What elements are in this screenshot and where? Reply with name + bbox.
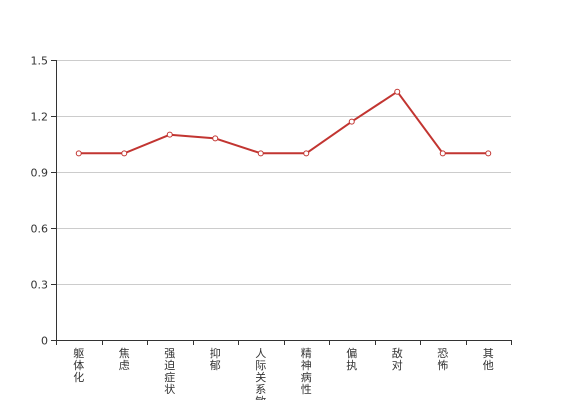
grid-lines bbox=[56, 60, 511, 285]
y-tick-label: 1.2 bbox=[31, 111, 49, 124]
x-tick-label: 人际关系敏感 bbox=[255, 347, 266, 400]
y-tick-labels: 0 0.3 0.6 0.9 1.2 1.5 bbox=[31, 55, 49, 348]
data-point-0[interactable] bbox=[75, 150, 82, 157]
data-point-8[interactable] bbox=[439, 150, 446, 157]
data-point-9[interactable] bbox=[485, 150, 492, 157]
y-tick-label: 0 bbox=[41, 335, 48, 348]
y-tick-label: 0.6 bbox=[31, 223, 49, 236]
x-tick-label: 强迫症状 bbox=[164, 347, 175, 396]
data-point-4[interactable] bbox=[257, 150, 264, 157]
data-point-5[interactable] bbox=[303, 150, 310, 157]
data-point-3[interactable] bbox=[212, 135, 219, 142]
x-tick-label: 焦虑 bbox=[119, 347, 130, 372]
data-point-2[interactable] bbox=[166, 131, 173, 138]
data-point-1[interactable] bbox=[121, 150, 128, 157]
series-line bbox=[78, 90, 489, 155]
axes bbox=[51, 60, 512, 345]
x-tick-label: 其他 bbox=[483, 347, 494, 372]
y-tick-label: 0.9 bbox=[31, 167, 49, 180]
x-tick-label: 偏执 bbox=[346, 346, 357, 372]
x-tick-labels: 躯体化 焦虑 强迫症状 抑郁 人际关系敏感 精神病性 偏执 敌对 恐怖 其他 bbox=[73, 346, 494, 400]
x-tick-label: 恐怖 bbox=[437, 347, 448, 372]
x-tick-label: 精神病性 bbox=[301, 347, 312, 396]
y-tick-label: 0.3 bbox=[31, 279, 49, 292]
x-tick-label: 抑郁 bbox=[210, 346, 221, 372]
x-tick-label: 躯体化 bbox=[73, 347, 84, 384]
x-tick-label: 敌对 bbox=[392, 346, 403, 372]
data-point-6[interactable] bbox=[348, 118, 355, 125]
data-point-7[interactable] bbox=[394, 88, 401, 95]
series-layer bbox=[75, 88, 492, 157]
y-tick-label: 1.5 bbox=[31, 55, 49, 68]
